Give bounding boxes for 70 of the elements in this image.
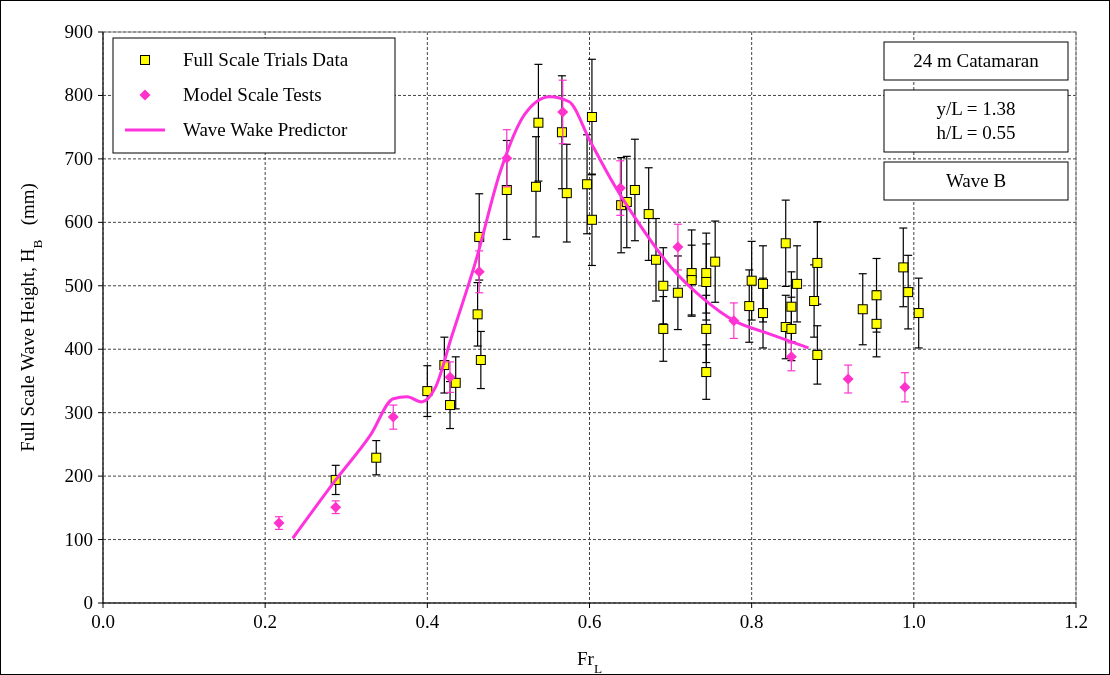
point	[744, 301, 755, 312]
point	[842, 373, 854, 385]
point	[472, 309, 483, 320]
point	[701, 276, 712, 287]
point	[371, 452, 382, 463]
x-tick-label: 1.2	[1064, 611, 1088, 632]
point	[658, 323, 669, 334]
y-tick-label: 500	[64, 274, 93, 296]
y-tick-label: 700	[64, 147, 93, 169]
y-tick-label: 200	[64, 465, 93, 487]
point	[812, 349, 823, 360]
point	[871, 290, 882, 301]
point	[786, 323, 797, 334]
point	[445, 400, 456, 411]
x-tick-label: 0.6	[577, 611, 602, 632]
y-tick-label: 0	[83, 592, 93, 613]
point	[658, 280, 669, 291]
annotation: 24 m Catamaran	[913, 50, 1040, 71]
point	[650, 254, 661, 265]
annotation: y/L = 1.38 h/L = 0.55	[936, 98, 1016, 143]
point	[586, 214, 597, 225]
point	[582, 179, 593, 190]
legend-label: Full Scale Trials Data	[183, 49, 349, 70]
point	[629, 184, 640, 195]
point	[686, 275, 697, 286]
point	[387, 411, 399, 423]
point	[857, 304, 868, 315]
x-tick-label: 0.4	[415, 611, 440, 632]
point	[701, 268, 712, 279]
point	[530, 181, 541, 192]
point	[701, 367, 712, 378]
point	[701, 323, 712, 334]
legend-label: Wave Wake Predictor	[183, 119, 349, 140]
point	[812, 257, 823, 268]
point	[903, 287, 914, 298]
y-tick-label: 600	[64, 211, 93, 233]
point	[710, 256, 721, 267]
point	[792, 278, 803, 289]
x-tick-label: 0.0	[91, 611, 115, 632]
point	[672, 241, 684, 253]
y-tick-label: 400	[64, 338, 93, 360]
point	[746, 275, 757, 286]
point	[643, 209, 654, 220]
point	[444, 371, 456, 383]
point	[561, 188, 572, 199]
x-tick-label: 0.2	[253, 611, 278, 632]
point	[758, 308, 769, 319]
point	[786, 301, 797, 312]
point	[533, 117, 544, 128]
point	[586, 112, 597, 123]
point	[871, 318, 882, 329]
legend-label: Model Scale Tests	[183, 84, 322, 105]
point	[898, 262, 909, 273]
point	[475, 355, 486, 366]
y-tick-label: 800	[64, 84, 93, 106]
y-tick-label: 100	[64, 528, 93, 550]
point	[758, 278, 769, 289]
point	[780, 238, 791, 249]
annotation: Wave B	[945, 170, 1007, 191]
x-tick-label: 0.8	[739, 611, 764, 632]
x-axis-title: Fr$_{L}$	[576, 648, 603, 675]
point	[913, 308, 924, 319]
point	[672, 287, 683, 298]
x-tick-label: 1.0	[901, 611, 926, 632]
point	[809, 296, 820, 306]
y-tick-label: 300	[64, 401, 93, 423]
point	[450, 377, 461, 388]
y-tick-label: 900	[64, 21, 93, 42]
point	[899, 381, 911, 393]
point	[557, 106, 569, 118]
